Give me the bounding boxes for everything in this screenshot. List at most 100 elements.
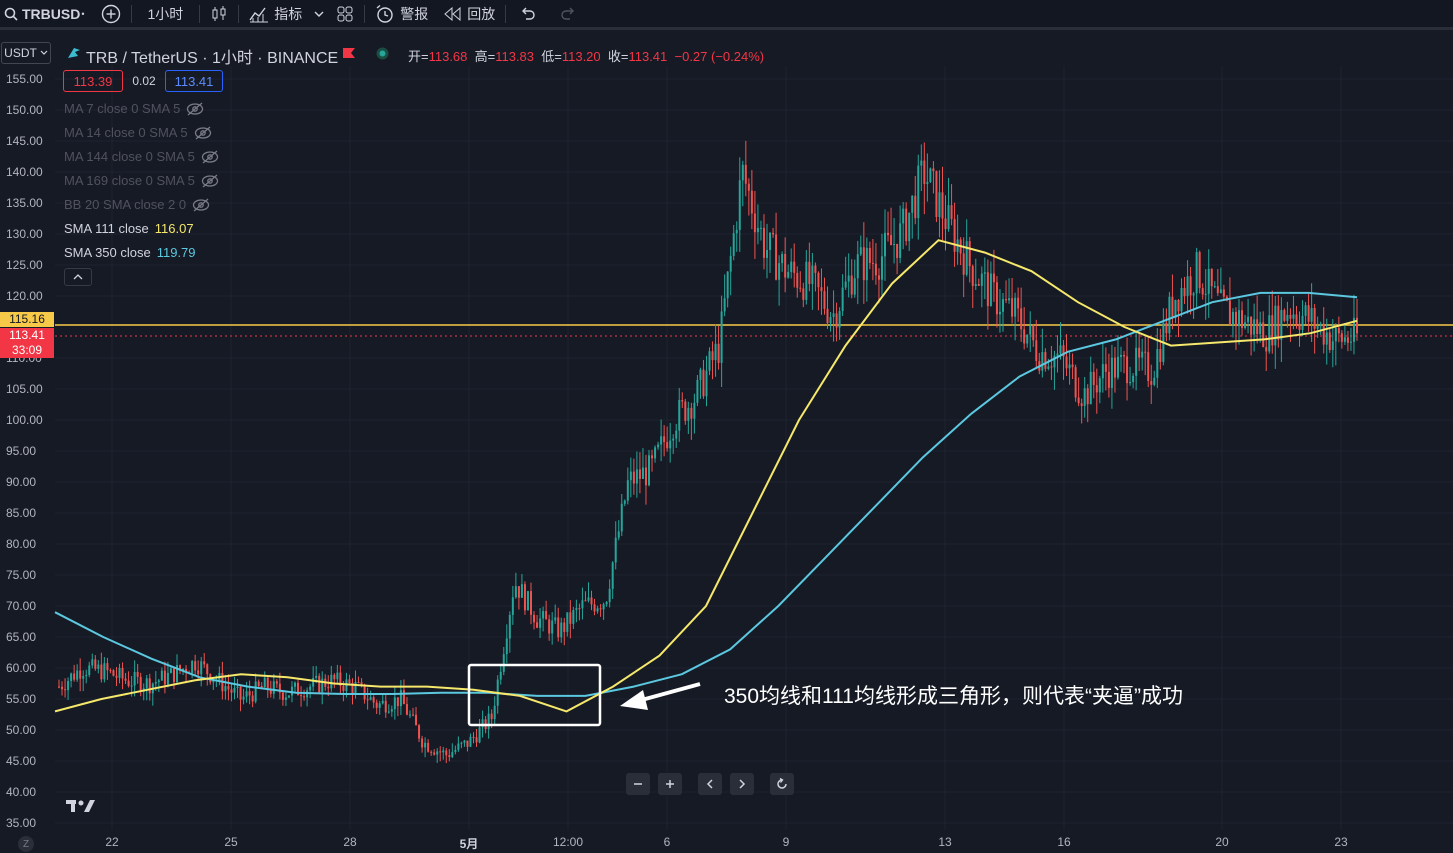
candle-body (672, 438, 675, 441)
candle-body (490, 713, 493, 720)
replay-button[interactable]: 回放 (436, 0, 503, 29)
candle-body (1265, 347, 1268, 352)
eye-hidden-icon[interactable] (186, 102, 204, 116)
candle-body (1304, 305, 1307, 316)
buy-price-button[interactable]: 113.41 (165, 70, 223, 92)
candle-body (1174, 299, 1177, 319)
candle-body (750, 190, 753, 214)
candle-body (1183, 287, 1186, 297)
price-tick-label: 145.00 (6, 134, 43, 148)
indicator-ma14[interactable]: MA 14 close 0 SMA 5 (64, 125, 212, 140)
candle-body (166, 672, 169, 685)
candle-body (384, 700, 387, 713)
indicator-ma169[interactable]: MA 169 close 0 SMA 5 (64, 173, 219, 188)
candle-body (64, 689, 67, 691)
candle-body (823, 291, 826, 309)
candle-body (1283, 310, 1286, 321)
candle-body (297, 682, 300, 696)
candle-body (1331, 341, 1334, 350)
candle-body (212, 680, 215, 683)
indicators-button[interactable]: 指标 (241, 0, 310, 29)
candle-body (366, 699, 369, 701)
candle-body (1286, 314, 1289, 321)
candle-body (1316, 326, 1319, 329)
flag-icon[interactable] (342, 47, 356, 59)
candle-body (799, 287, 802, 289)
sell-price-button[interactable]: 113.39 (63, 70, 123, 92)
indicator-ma144[interactable]: MA 144 close 0 SMA 5 (64, 149, 219, 164)
candle-body (581, 600, 584, 609)
candle-body (1002, 299, 1004, 312)
candle-body (578, 608, 581, 610)
alert-button[interactable]: 警报 (367, 0, 436, 29)
candle-body (968, 241, 971, 267)
candle-body (194, 661, 197, 671)
candle-body (899, 223, 902, 258)
candle-body (536, 622, 539, 628)
candle-body (747, 183, 750, 191)
symbol-title[interactable]: TRB / TetherUS · 1小时 · BINANCE (86, 50, 339, 67)
currency-select[interactable]: USDT (1, 42, 51, 64)
indicator-sma350[interactable]: SMA 350 close 119.79 (64, 245, 196, 260)
candle-body (451, 752, 454, 757)
candle-body (1104, 364, 1107, 372)
candle-body (1062, 345, 1065, 357)
indicators-dropdown[interactable] (310, 0, 328, 29)
candle-body (702, 369, 705, 397)
undo-button[interactable] (508, 0, 548, 29)
candle-body (847, 275, 850, 282)
candle-body (856, 254, 859, 279)
candle-body (723, 298, 726, 312)
timezone-button[interactable]: Z (18, 836, 34, 852)
search-icon (4, 7, 18, 21)
candle-body (1343, 337, 1346, 342)
zoom-out-button[interactable] (626, 773, 650, 795)
candle-body (732, 233, 735, 256)
indicator-bb20[interactable]: BB 20 SMA close 2 0 (64, 197, 210, 212)
indicator-name: MA 169 close 0 SMA 5 (64, 173, 195, 188)
compare-button[interactable] (93, 0, 129, 29)
candle-body (775, 234, 778, 280)
indicator-sma111[interactable]: SMA 111 close 116.07 (64, 221, 194, 236)
candle-body (554, 617, 557, 621)
interval-button[interactable]: 1小时 (134, 0, 198, 29)
symbol-search[interactable]: TRBUSD • (0, 0, 93, 29)
candle-body (402, 690, 405, 705)
candle-body (230, 689, 233, 693)
plus-icon (666, 780, 674, 788)
annotation-arrow (620, 682, 701, 710)
time-tick-label: 23 (1334, 835, 1348, 849)
collapse-legend-button[interactable] (64, 268, 92, 286)
eye-hidden-icon[interactable] (201, 174, 219, 188)
scroll-right-button[interactable] (730, 773, 754, 795)
candle-body (983, 272, 986, 274)
candle-body (905, 208, 908, 242)
candle-body (998, 311, 1001, 315)
zoom-in-button[interactable] (658, 773, 682, 795)
candle-body (1008, 298, 1011, 301)
candle-body (769, 232, 772, 250)
scroll-left-button[interactable] (698, 773, 722, 795)
time-tick-label: 28 (343, 835, 357, 849)
layouts-button[interactable] (328, 0, 362, 29)
candle-body (1313, 308, 1316, 329)
redo-button[interactable] (548, 0, 588, 29)
candle-body (124, 678, 127, 681)
interval-label: 1小时 (147, 5, 184, 22)
chart-type-button[interactable] (202, 0, 236, 29)
candle-body (236, 686, 239, 688)
eye-hidden-icon[interactable] (194, 126, 212, 140)
eye-hidden-icon[interactable] (192, 198, 210, 212)
candle-body (82, 676, 85, 679)
price-tick-label: 85.00 (6, 506, 37, 520)
candle-body (623, 500, 626, 504)
reset-chart-button[interactable] (770, 773, 794, 795)
candle-body (182, 668, 185, 671)
candle-body (720, 311, 723, 363)
indicator-ma7[interactable]: MA 7 close 0 SMA 5 (64, 101, 204, 116)
candle-body (1113, 357, 1116, 378)
candle-body (176, 665, 178, 683)
eye-hidden-icon[interactable] (201, 150, 219, 164)
candle-body (1247, 316, 1250, 323)
